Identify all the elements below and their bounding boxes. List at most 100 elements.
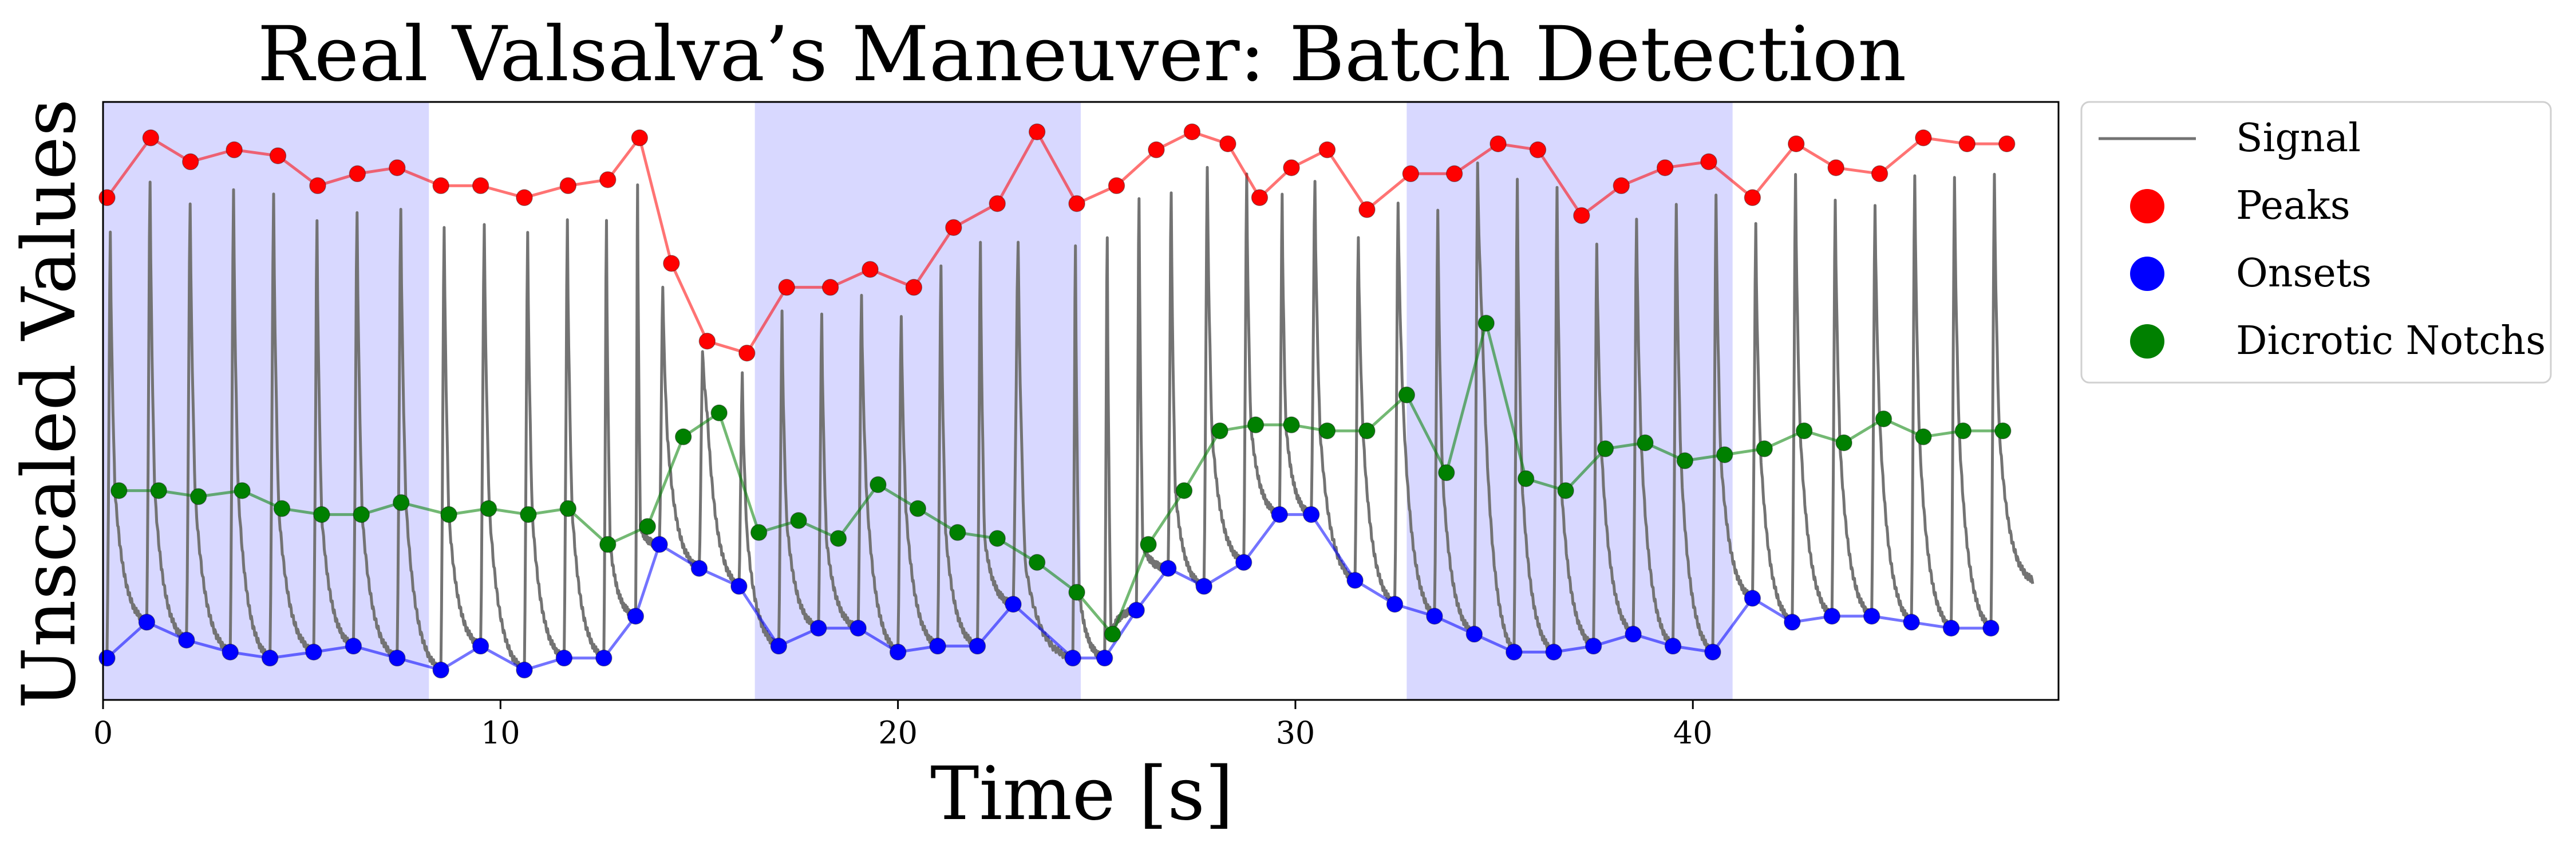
dicrotic-notch-point — [392, 494, 410, 511]
peak-point — [142, 129, 160, 147]
onset-point — [305, 643, 322, 661]
dicrotic-notch-point — [1557, 482, 1574, 499]
peak-point — [472, 177, 489, 194]
x-tick-label: 20 — [878, 715, 918, 751]
peak-point — [862, 261, 879, 278]
peak-point — [1915, 129, 1932, 147]
onset-point — [1465, 625, 1483, 643]
onset-point — [472, 637, 489, 655]
peak-point — [1958, 135, 1976, 152]
peak-point — [1318, 141, 1336, 159]
peak-point — [389, 159, 406, 176]
dicrotic-notch-point — [870, 476, 887, 493]
onset-point — [1863, 608, 1880, 625]
peak-point — [1219, 135, 1236, 152]
peak-point — [945, 219, 962, 236]
peak-point — [309, 177, 326, 194]
peak-point — [1998, 135, 2016, 152]
peak-point — [1700, 153, 1717, 171]
peak-point — [1402, 165, 1420, 183]
onset-point — [1195, 577, 1212, 595]
onset-point — [222, 643, 239, 661]
onset-point — [1235, 554, 1253, 571]
peak-point — [599, 171, 617, 188]
shaded-region-3 — [1406, 102, 1733, 700]
peak-point — [1445, 165, 1463, 183]
dicrotic-notch-point — [1915, 428, 1932, 446]
peak-point — [663, 255, 680, 272]
dicrotic-notch-point — [710, 404, 728, 422]
onset-point — [889, 643, 907, 661]
onset-point — [1823, 608, 1840, 625]
dicrotic-notch-point — [949, 524, 966, 541]
dicrotic-notch-point — [1954, 422, 1972, 439]
peak-point — [738, 344, 756, 362]
peak-point — [1573, 207, 1590, 225]
onset-point — [651, 536, 668, 553]
plot-frame — [102, 101, 2060, 701]
legend-peaks-swatch — [2130, 189, 2164, 223]
onset-point — [1942, 619, 1960, 637]
onset-point — [516, 662, 533, 679]
legend-label: Peaks — [2236, 183, 2350, 229]
peak-point — [1744, 189, 1761, 206]
onset-point — [1704, 643, 1721, 661]
peak-point — [1108, 177, 1125, 194]
dicrotic-notch-point — [790, 512, 807, 529]
peak-point — [778, 278, 795, 296]
dicrotic-notch-point — [674, 428, 692, 446]
peak-point — [1827, 159, 1844, 176]
dicrotic-notch-point — [750, 524, 768, 541]
onset-point — [1625, 625, 1642, 643]
dicrotic-notch-point — [909, 500, 927, 517]
peak-point — [1656, 159, 1674, 176]
dicrotic-notch-point — [829, 530, 847, 547]
dicrotic-notch-point — [1795, 422, 1813, 439]
peak-point — [905, 278, 923, 296]
shaded-region-1 — [103, 102, 429, 700]
peak-point — [98, 189, 116, 206]
onset-point — [98, 650, 116, 667]
x-tick-label: 30 — [1276, 715, 1315, 751]
peak-point — [181, 153, 199, 171]
onset-point — [1096, 650, 1113, 667]
onset-point — [261, 650, 279, 667]
dicrotic-notch-point — [1676, 452, 1694, 470]
x-tick-label: 0 — [93, 715, 113, 751]
dicrotic-notch-point — [440, 506, 457, 524]
legend-label: Onsets — [2236, 251, 2372, 296]
peak-point — [516, 189, 533, 206]
dicrotic-notch-point — [1283, 416, 1300, 434]
dicrotic-notch-point — [1211, 422, 1228, 439]
onset-point — [1005, 596, 1022, 613]
onset-point — [1506, 643, 1523, 661]
shaded-region-2 — [754, 102, 1081, 700]
peak-point — [1283, 159, 1300, 176]
dicrotic-notch-point — [1318, 422, 1336, 439]
onset-point — [770, 637, 788, 655]
peak-point — [1183, 123, 1201, 140]
peak-point — [349, 165, 366, 183]
dicrotic-notch-point — [1716, 446, 1733, 463]
dicrotic-notch-point — [1756, 440, 1773, 458]
onset-point — [810, 619, 827, 637]
dicrotic-notch-point — [1835, 434, 1852, 451]
dicrotic-notch-point — [189, 488, 207, 505]
dicrotic-notch-point — [234, 482, 251, 499]
peak-point — [1148, 141, 1165, 159]
onset-point — [1346, 572, 1364, 589]
peak-point — [821, 278, 839, 296]
legend-label: Signal — [2236, 116, 2361, 161]
onset-point — [1545, 643, 1562, 661]
dicrotic-notch-point — [1028, 554, 1046, 571]
onset-point — [1903, 613, 1920, 631]
peak-point — [1788, 135, 1805, 152]
dicrotic-notch-point — [989, 530, 1006, 547]
dicrotic-notch-point — [559, 500, 577, 517]
dicrotic-notch-point — [1597, 440, 1614, 458]
onset-point — [345, 637, 362, 655]
x-tick-label: 40 — [1673, 715, 1713, 751]
peak-point — [631, 129, 649, 147]
